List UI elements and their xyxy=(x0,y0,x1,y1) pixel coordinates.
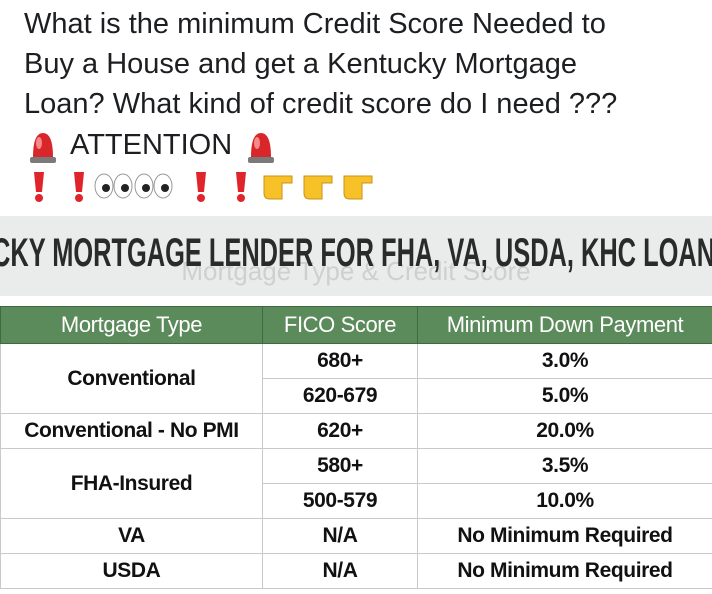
attention-line: ATTENTION xyxy=(24,124,278,166)
mortgage-type-cell: USDA xyxy=(0,553,263,589)
fico-score-cell: N/A xyxy=(262,518,418,554)
post-line: What is the minimum Credit Score Needed … xyxy=(24,8,606,40)
fico-score-cell: 500-579 xyxy=(262,483,418,519)
down-payment-cell: 20.0% xyxy=(417,413,712,449)
down-payment-cell: 3.0% xyxy=(417,343,712,379)
table-row: USDA N/A No Minimum Required xyxy=(0,553,712,589)
table-row: Conventional - No PMI 620+ 20.0% xyxy=(0,413,712,449)
table-row: VA N/A No Minimum Required xyxy=(0,518,712,554)
fico-score-cell: N/A xyxy=(262,553,418,589)
post-text: What is the minimum Credit Score Needed … xyxy=(24,4,704,124)
header-row: Mortgage Type FICO Score Minimum Down Pa… xyxy=(0,306,712,344)
banner: Mortgage Type & Credit Score CKY MORTGAG… xyxy=(0,216,712,296)
table-row: FHA-Insured 580+ 3.5% xyxy=(0,448,712,519)
down-payment-cell: No Minimum Required xyxy=(417,518,712,554)
attention-text: ATTENTION xyxy=(70,128,233,161)
table-row: 500-579 10.0% xyxy=(1,483,712,519)
header-cell: FICO Score xyxy=(262,306,418,344)
fico-score-cell: 580+ xyxy=(262,448,418,484)
banner-title: CKY MORTGAGE LENDER FOR FHA, VA, USDA, K… xyxy=(0,231,712,275)
down-payment-cell: 3.5% xyxy=(417,448,712,484)
header-cell: Mortgage Type xyxy=(0,306,263,344)
pupils xyxy=(102,184,169,192)
emoji-row xyxy=(34,172,373,202)
post-line: Buy a House and get a Kentucky Mortgage xyxy=(24,48,577,80)
fico-score-cell: 620+ xyxy=(262,413,418,449)
header-cell: Minimum Down Payment xyxy=(417,306,712,344)
fico-score-cell: 620-679 xyxy=(262,378,418,414)
table-row: 620-679 5.0% xyxy=(1,378,712,414)
down-payment-cell: 10.0% xyxy=(417,483,712,519)
mortgage-table: Mortgage Type FICO Score Minimum Down Pa… xyxy=(0,306,712,589)
pointing-hand-icons xyxy=(263,175,373,200)
table-body: Conventional 680+ 3.0% 620-679 5.0% Conventio… xyxy=(0,343,712,589)
mortgage-type-cell: VA xyxy=(0,518,263,554)
down-payment-cell: 5.0% xyxy=(417,378,712,414)
down-payment-cell: No Minimum Required xyxy=(417,553,712,589)
table-row: Conventional 680+ 3.0% xyxy=(0,343,712,414)
exclamation-icons xyxy=(34,172,246,202)
mortgage-type-cell: Conventional xyxy=(0,343,263,414)
post-line: Loan? What kind of credit score do I nee… xyxy=(24,88,618,120)
banner-ghost-text: Mortgage Type & Credit Score xyxy=(181,256,530,286)
siren-icon xyxy=(30,133,56,163)
fico-score-cell: 680+ xyxy=(262,343,418,379)
mortgage-type-cell: FHA-Insured xyxy=(0,448,263,519)
mortgage-type-cell: Conventional - No PMI xyxy=(0,413,263,449)
siren-icon xyxy=(248,133,275,163)
